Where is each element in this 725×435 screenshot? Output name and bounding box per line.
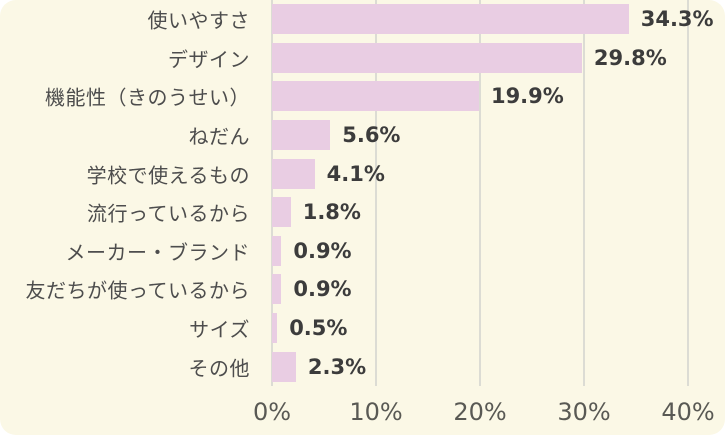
bar bbox=[272, 81, 479, 112]
category-label: 流行っているから bbox=[87, 201, 250, 226]
category-label: 機能性（きのうせい） bbox=[45, 85, 250, 110]
table-row: その他 2.3% bbox=[0, 347, 725, 386]
table-row: 使いやすさ 34.3% bbox=[0, 0, 725, 39]
table-row: サイズ 0.5% bbox=[0, 309, 725, 348]
bar bbox=[272, 158, 315, 189]
gridline bbox=[583, 0, 585, 386]
value-label: 0.9% bbox=[293, 277, 352, 302]
bar bbox=[272, 4, 629, 35]
x-axis-tick-label: 0% bbox=[252, 398, 292, 426]
value-label: 29.8% bbox=[593, 45, 667, 70]
table-row: 友だちが使っているから 0.9% bbox=[0, 270, 725, 309]
category-label: その他 bbox=[188, 356, 250, 381]
value-label: 34.3% bbox=[640, 7, 714, 32]
bar bbox=[272, 197, 291, 228]
gridline bbox=[271, 0, 273, 386]
x-axis-tick-label: 30% bbox=[557, 398, 611, 426]
table-row: 機能性（きのうせい） 19.9% bbox=[0, 77, 725, 116]
bar bbox=[272, 274, 282, 305]
gridline bbox=[687, 0, 689, 386]
category-label: メーカー・ブランド bbox=[65, 240, 250, 265]
category-label: サイズ bbox=[189, 317, 250, 342]
value-label: 0.5% bbox=[289, 316, 348, 341]
value-label: 5.6% bbox=[342, 123, 401, 148]
gridline bbox=[479, 0, 481, 386]
category-label: 使いやすさ bbox=[147, 8, 250, 33]
category-label: ねだん bbox=[188, 124, 250, 149]
table-row: メーカー・ブランド 0.9% bbox=[0, 232, 725, 271]
bar bbox=[272, 351, 296, 382]
value-label: 2.3% bbox=[307, 354, 367, 379]
bar bbox=[272, 235, 282, 266]
category-label: 学校で使えるもの bbox=[86, 163, 250, 188]
table-row: デザイン 29.8% bbox=[0, 39, 725, 78]
bar bbox=[272, 120, 331, 151]
x-axis-tick-label: 40% bbox=[661, 398, 715, 426]
gridline bbox=[375, 0, 377, 386]
table-row: 流行っているから 1.8% bbox=[0, 193, 725, 232]
x-axis-tick-label: 20% bbox=[453, 398, 507, 426]
value-label: 1.8% bbox=[302, 200, 361, 225]
table-row: 学校で使えるもの 4.1% bbox=[0, 154, 725, 193]
value-label: 4.1% bbox=[326, 161, 385, 186]
x-axis-tick-label: 10% bbox=[349, 398, 403, 426]
table-row: ねだん 5.6% bbox=[0, 116, 725, 155]
bar-rows: 使いやすさ 34.3% デザイン 29.8% 機能性（きのうせい） 19.9% … bbox=[0, 0, 725, 386]
bar bbox=[272, 313, 278, 344]
value-label: 19.9% bbox=[490, 84, 564, 109]
category-label: 友だちが使っているから bbox=[25, 278, 250, 303]
category-label: デザイン bbox=[168, 47, 250, 72]
bar bbox=[272, 42, 582, 73]
value-label: 0.9% bbox=[293, 238, 352, 263]
